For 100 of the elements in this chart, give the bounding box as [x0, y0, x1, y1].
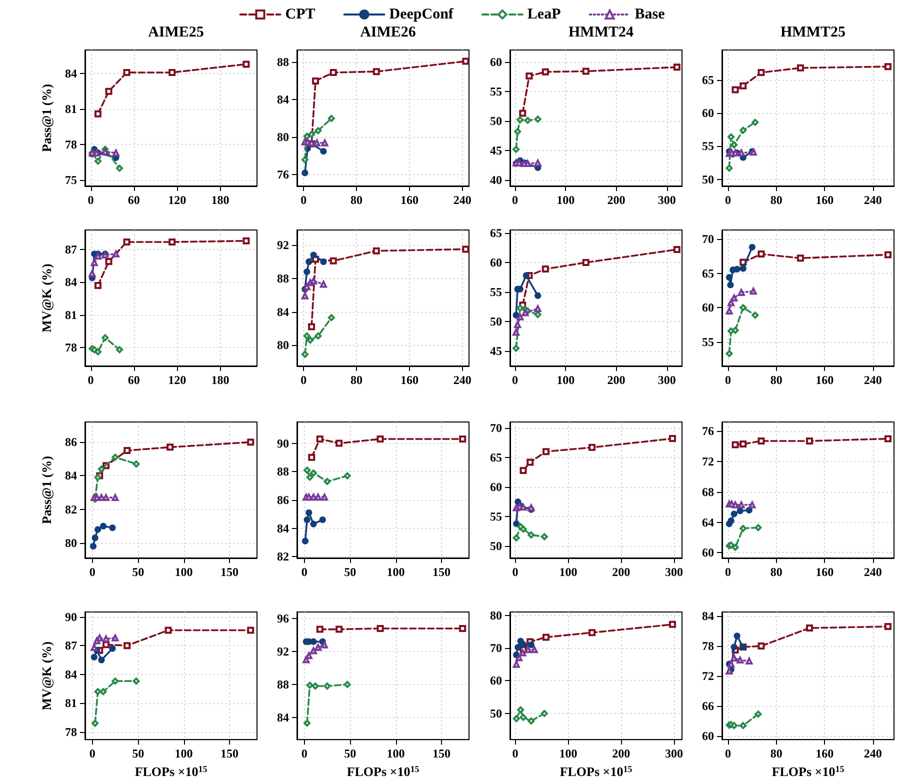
y-tick-label: 90: [65, 610, 77, 624]
y-axis-title: Pass@1 (%): [39, 456, 54, 524]
x-tick-label: 0: [725, 746, 732, 761]
y-tick-label: 55: [490, 84, 502, 98]
x-tick-label: 150: [432, 746, 451, 761]
y-tick-label: 84: [65, 275, 77, 290]
x-tick-label: 150: [432, 565, 451, 579]
y-tick-label: 60: [702, 300, 714, 315]
x-tick-label: 0: [88, 193, 94, 207]
x-tick-label: 240: [864, 565, 882, 579]
x-tick-label: 0: [725, 193, 732, 207]
x-tick-label: 0: [89, 565, 96, 579]
y-tick-label: 80: [490, 608, 502, 622]
y-tick-label: 80: [277, 338, 289, 352]
x-tick-label: 80: [350, 373, 363, 387]
x-tick-label: 0: [512, 746, 518, 761]
y-tick-label: 40: [490, 173, 502, 188]
y-tick-label: 60: [490, 256, 502, 270]
x-tick-label: 50: [344, 746, 356, 761]
x-tick-label: 0: [512, 193, 518, 207]
x-tick-label: 0: [512, 565, 518, 579]
y-tick-label: 55: [702, 334, 714, 349]
y-tick-label: 65: [490, 226, 502, 240]
chart-title: AIME26: [360, 24, 416, 40]
x-tick-label: 100: [174, 746, 193, 761]
y-tick-label: 90: [277, 436, 289, 450]
x-tick-label: 200: [612, 565, 630, 579]
y-tick-label: 86: [65, 435, 77, 450]
legend-label: Base: [634, 6, 666, 22]
y-tick-label: 84: [277, 304, 289, 319]
y-tick-label: 78: [65, 138, 77, 152]
y-tick-label: 70: [490, 640, 502, 655]
x-tick-label: 0: [301, 565, 308, 579]
y-tick-label: 88: [277, 55, 289, 70]
y-tick-label: 96: [277, 612, 289, 626]
x-tick-label: 50: [132, 565, 144, 579]
y-tick-label: 84: [65, 667, 77, 682]
x-tick-label: 100: [559, 746, 578, 761]
y-tick-label: 80: [65, 536, 77, 550]
y-tick-label: 84: [702, 609, 714, 624]
chart-title: AIME25: [148, 24, 204, 40]
y-axis-title: MV@K (%): [39, 264, 54, 332]
y-tick-label: 70: [490, 420, 502, 435]
x-tick-label: 200: [607, 373, 626, 387]
y-tick-label: 50: [490, 706, 502, 720]
legend-label: DeepConf: [389, 6, 454, 22]
y-tick-label: 55: [702, 139, 714, 154]
legend-label: LeaP: [527, 6, 561, 22]
y-tick-label: 50: [490, 314, 502, 329]
y-tick-label: 92: [277, 644, 289, 659]
x-tick-label: 60: [128, 373, 140, 387]
x-tick-label: 300: [658, 193, 676, 207]
y-tick-label: 72: [702, 669, 714, 684]
x-tick-label: 160: [816, 746, 834, 761]
y-tick-label: 60: [490, 480, 502, 494]
x-tick-label: 240: [864, 193, 882, 207]
x-tick-label: 240: [453, 193, 472, 207]
x-tick-label: 0: [300, 193, 307, 207]
y-tick-label: 84: [277, 710, 289, 724]
chart-title: HMMT25: [780, 24, 846, 40]
x-tick-label: 240: [864, 373, 882, 387]
y-tick-label: 84: [277, 521, 289, 536]
y-tick-label: 65: [490, 450, 502, 464]
y-tick-label: 55: [490, 285, 502, 300]
x-tick-label: 160: [816, 373, 834, 387]
y-tick-label: 64: [702, 515, 714, 530]
y-tick-label: 78: [65, 340, 77, 355]
x-tick-label: 120: [168, 373, 186, 387]
y-tick-label: 45: [490, 344, 502, 358]
y-tick-label: 88: [277, 271, 289, 286]
x-tick-label: 300: [665, 746, 684, 761]
y-axis-title: Pass@1 (%): [39, 84, 54, 152]
y-tick-label: 45: [490, 144, 502, 158]
x-tick-label: 160: [400, 373, 418, 387]
y-tick-label: 50: [490, 539, 502, 554]
y-tick-label: 50: [702, 172, 714, 186]
y-tick-label: 78: [65, 724, 77, 739]
x-tick-label: 80: [770, 193, 782, 207]
y-tick-label: 81: [65, 102, 77, 116]
y-tick-label: 84: [277, 92, 289, 107]
y-tick-label: 70: [702, 232, 714, 246]
x-tick-label: 240: [864, 746, 882, 761]
x-tick-label: 100: [556, 193, 575, 207]
x-tick-label: 200: [607, 193, 626, 207]
x-tick-label: 0: [300, 373, 307, 387]
x-tick-label: 160: [816, 193, 834, 207]
chart-title: HMMT24: [568, 24, 634, 40]
x-tick-label: 100: [174, 565, 193, 579]
y-tick-label: 60: [702, 106, 714, 120]
x-tick-label: 160: [816, 565, 834, 579]
x-tick-label: 80: [350, 193, 363, 207]
y-tick-label: 55: [490, 510, 502, 524]
y-tick-label: 88: [277, 464, 289, 479]
x-tick-label: 150: [220, 565, 239, 579]
y-tick-label: 60: [490, 54, 502, 69]
x-tick-label: 180: [211, 193, 230, 207]
y-tick-label: 84: [65, 468, 77, 483]
y-tick-label: 72: [702, 454, 714, 469]
y-tick-label: 65: [702, 266, 714, 280]
x-tick-label: 150: [220, 746, 239, 761]
